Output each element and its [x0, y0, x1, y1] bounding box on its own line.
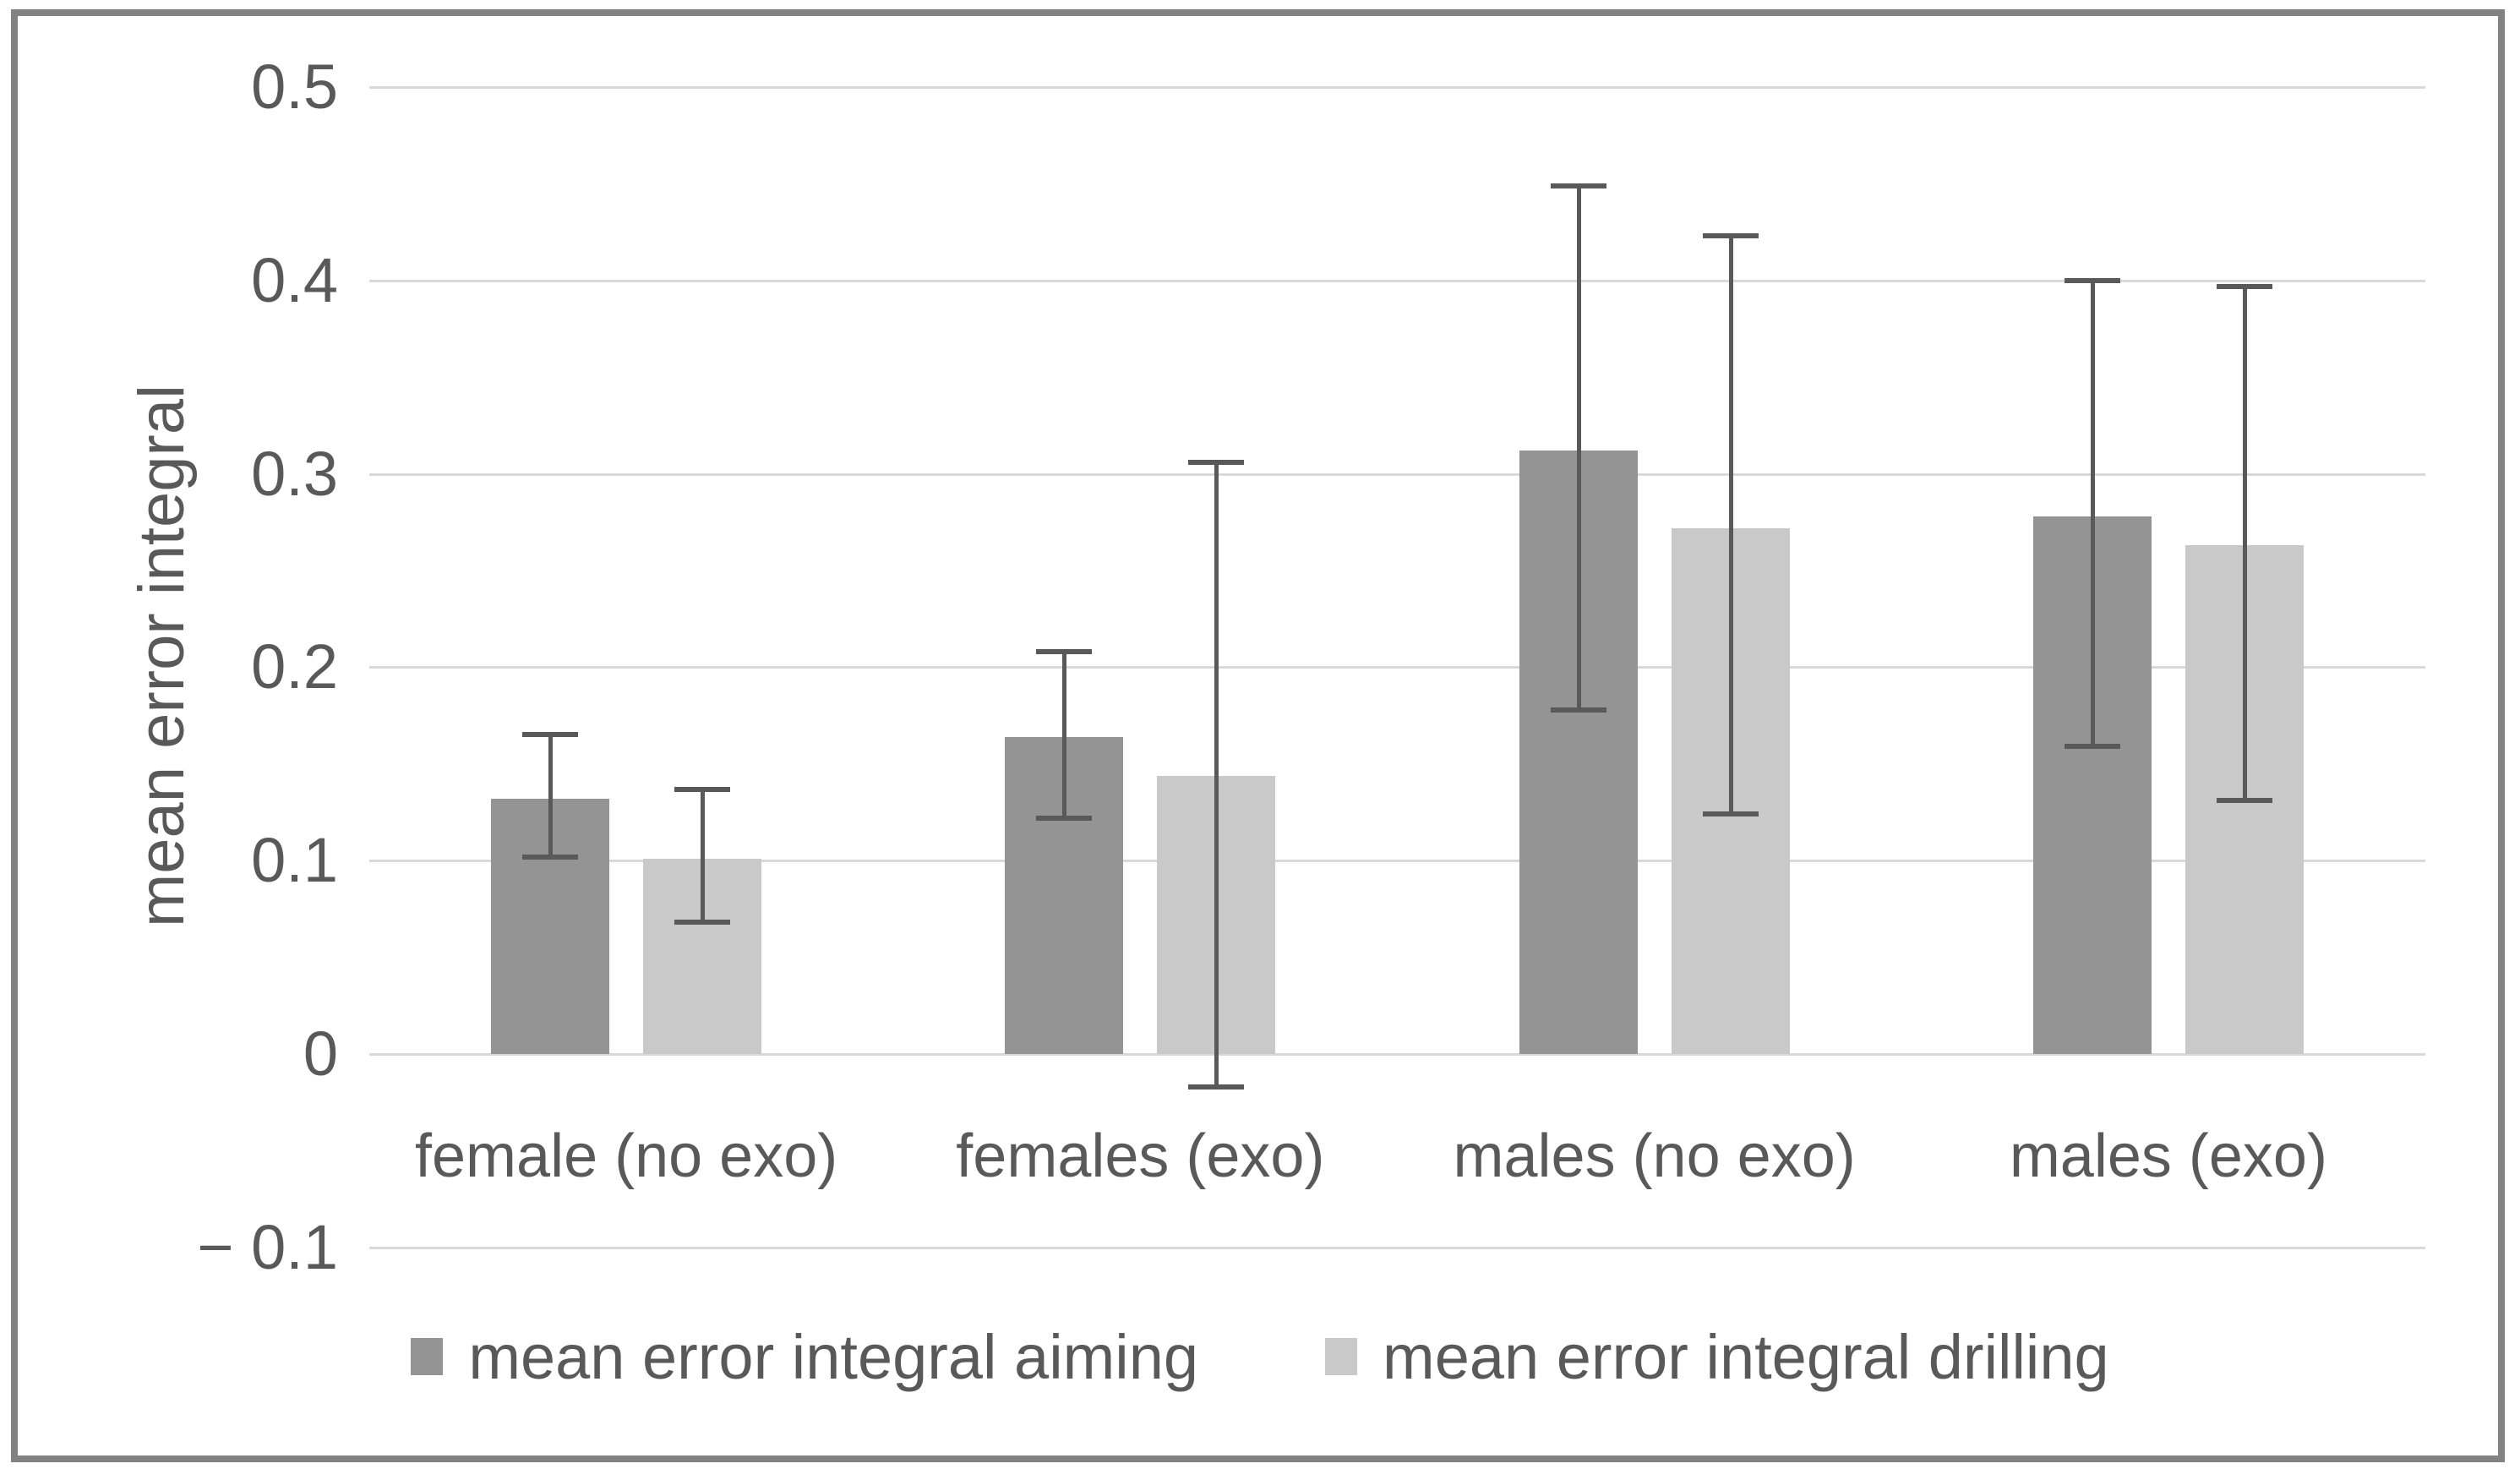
error-bar-cap-top: [2216, 283, 2272, 289]
category-label: female (no exo): [415, 1122, 838, 1190]
error-bar-line: [701, 789, 706, 923]
error-bar-cap-top: [1702, 233, 1759, 239]
legend-swatch: [411, 1338, 444, 1375]
error-bar-cap-bottom: [2064, 744, 2120, 750]
legend-item: mean error integral aiming: [411, 1321, 1198, 1393]
error-bar-cap-top: [2064, 277, 2120, 283]
category-label: females (exo): [956, 1122, 1325, 1190]
error-bar-line: [2242, 286, 2247, 801]
error-bar-cap-bottom: [1036, 815, 1093, 821]
y-tick-label: 0.1: [251, 825, 338, 896]
y-tick-label: 0.3: [251, 438, 338, 509]
gridline: [369, 1053, 2425, 1056]
gridline: [369, 472, 2425, 476]
error-bar-cap-bottom: [522, 854, 579, 860]
gridline: [369, 666, 2425, 669]
legend-item: mean error integral drilling: [1325, 1321, 2109, 1393]
gridline: [369, 86, 2425, 89]
legend: mean error integral aiming mean error int…: [0, 1312, 2520, 1401]
y-tick-label: 0.5: [251, 52, 338, 122]
error-bar-cap-bottom: [1188, 1084, 1245, 1090]
error-bar-line: [1728, 236, 1733, 815]
error-bar-cap-top: [1550, 183, 1606, 188]
category-label: males (no exo): [1453, 1122, 1856, 1190]
error-bar-cap-top: [674, 786, 731, 792]
error-bar-cap-bottom: [1550, 707, 1606, 713]
legend-label: mean error integral drilling: [1383, 1321, 2109, 1392]
category-label: males (exo): [2009, 1122, 2327, 1190]
error-bar-cap-bottom: [2216, 798, 2272, 804]
gridline: [369, 1246, 2425, 1249]
gridline: [369, 860, 2425, 863]
y-tick-label: 0.2: [251, 631, 338, 702]
y-tick-label: − 0.1: [197, 1211, 338, 1282]
error-bar-line: [2090, 280, 2095, 747]
error-bar-cap-top: [1036, 649, 1093, 655]
error-bar-line: [1214, 461, 1219, 1087]
error-bar-cap-bottom: [674, 920, 731, 926]
error-bar-line: [1576, 185, 1581, 710]
error-bar-line: [1062, 652, 1067, 818]
gridline: [369, 279, 2425, 282]
y-tick-label: 0.4: [251, 244, 338, 315]
error-bar-cap-top: [1188, 459, 1245, 465]
error-bar-line: [548, 735, 554, 857]
legend-label: mean error integral aiming: [468, 1321, 1199, 1392]
y-tick-label: 0: [303, 1019, 338, 1089]
error-bar-cap-top: [522, 732, 579, 738]
legend-swatch: [1325, 1338, 1358, 1375]
error-bar-cap-bottom: [1702, 811, 1759, 817]
